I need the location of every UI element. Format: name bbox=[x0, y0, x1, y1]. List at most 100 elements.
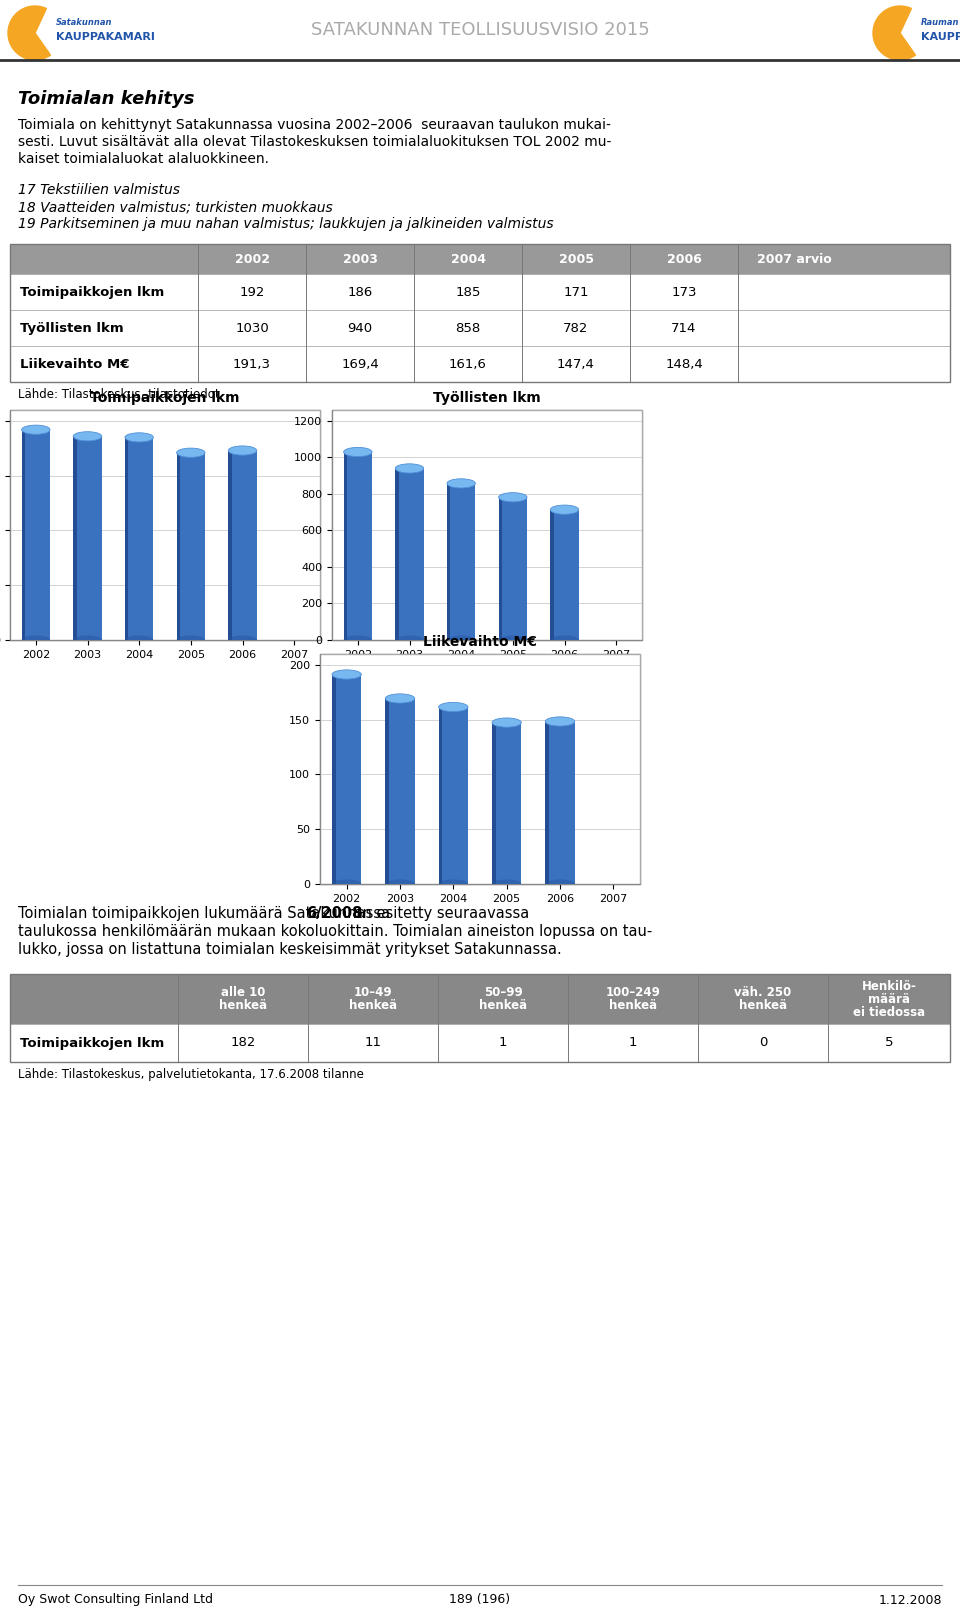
Text: 147,4: 147,4 bbox=[557, 358, 595, 371]
Ellipse shape bbox=[344, 636, 372, 644]
Bar bbox=[22, 430, 25, 641]
Bar bbox=[73, 437, 77, 641]
Text: ei tiedossa: ei tiedossa bbox=[852, 1005, 925, 1018]
Bar bbox=[10, 346, 950, 382]
Text: Työllisten lkm: Työllisten lkm bbox=[20, 322, 124, 335]
Text: 1.12.2008: 1.12.2008 bbox=[878, 1594, 942, 1607]
Text: 192: 192 bbox=[239, 285, 265, 298]
Text: sesti. Luvut sisältävät alla olevat Tilastokeskuksen toimialaluokituksen TOL 200: sesti. Luvut sisältävät alla olevat Tila… bbox=[18, 134, 612, 149]
Bar bbox=[439, 707, 443, 883]
Ellipse shape bbox=[125, 636, 154, 644]
Text: Lähde: Tilastokeskus, palvelutietokanta, 17.6.2008 tilanne: Lähde: Tilastokeskus, palvelutietokanta,… bbox=[18, 1068, 364, 1081]
Ellipse shape bbox=[177, 448, 205, 458]
Text: 18 Vaatteiden valmistus; turkisten muokkaus: 18 Vaatteiden valmistus; turkisten muokk… bbox=[18, 201, 333, 214]
Text: henkeä: henkeä bbox=[348, 998, 397, 1011]
Ellipse shape bbox=[385, 694, 415, 704]
Text: Toimialan kehitys: Toimialan kehitys bbox=[18, 91, 195, 108]
Ellipse shape bbox=[73, 636, 102, 644]
Text: 100–249: 100–249 bbox=[606, 985, 660, 998]
Text: Oy Swot Consulting Finland Ltd: Oy Swot Consulting Finland Ltd bbox=[18, 1594, 213, 1607]
Title: Liikevaihto M€: Liikevaihto M€ bbox=[423, 634, 537, 649]
Bar bbox=[125, 437, 154, 641]
Text: 714: 714 bbox=[671, 322, 697, 335]
Text: 169,4: 169,4 bbox=[341, 358, 379, 371]
Text: 17 Tekstiilien valmistus: 17 Tekstiilien valmistus bbox=[18, 183, 180, 197]
Ellipse shape bbox=[73, 432, 102, 440]
Text: määrä: määrä bbox=[868, 992, 910, 1005]
Text: Satakunnan: Satakunnan bbox=[56, 18, 112, 26]
Ellipse shape bbox=[492, 880, 521, 888]
Text: Henkilö-: Henkilö- bbox=[861, 979, 917, 992]
Bar bbox=[10, 974, 950, 1061]
Text: henkeä: henkeä bbox=[609, 998, 657, 1011]
Text: Toimipaikkojen lkm: Toimipaikkojen lkm bbox=[20, 285, 164, 298]
Bar bbox=[10, 311, 950, 346]
Text: Toimipaikkojen lkm: Toimipaikkojen lkm bbox=[20, 1037, 164, 1050]
Bar bbox=[344, 451, 372, 641]
Ellipse shape bbox=[22, 636, 50, 644]
Text: 50–99: 50–99 bbox=[484, 985, 522, 998]
Bar bbox=[498, 497, 527, 641]
Bar bbox=[332, 675, 361, 883]
Bar bbox=[385, 699, 389, 883]
Ellipse shape bbox=[545, 717, 575, 726]
Text: 189 (196): 189 (196) bbox=[449, 1594, 511, 1607]
Bar bbox=[550, 510, 554, 641]
Bar bbox=[439, 707, 468, 883]
Bar bbox=[228, 450, 256, 641]
Text: 171: 171 bbox=[564, 285, 588, 298]
Text: KAUPPAKAMARI: KAUPPAKAMARI bbox=[56, 32, 155, 42]
Text: 1: 1 bbox=[499, 1037, 507, 1050]
Wedge shape bbox=[873, 6, 916, 60]
Ellipse shape bbox=[492, 718, 521, 726]
Text: kaiset toimialaluokat alaluokkineen.: kaiset toimialaluokat alaluokkineen. bbox=[18, 152, 269, 167]
Bar bbox=[447, 484, 450, 641]
Bar bbox=[73, 437, 102, 641]
Text: 2006: 2006 bbox=[666, 252, 702, 265]
Text: 2007 arvio: 2007 arvio bbox=[756, 252, 831, 265]
Text: 1030: 1030 bbox=[235, 322, 269, 335]
Text: 2003: 2003 bbox=[343, 252, 377, 265]
Text: Toimiala on kehittynyt Satakunnassa vuosina 2002–2006  seuraavan taulukon mukai-: Toimiala on kehittynyt Satakunnassa vuos… bbox=[18, 118, 611, 133]
Ellipse shape bbox=[228, 636, 256, 644]
Bar bbox=[332, 675, 336, 883]
Bar bbox=[10, 244, 950, 273]
Bar bbox=[545, 722, 549, 883]
Text: 10–49: 10–49 bbox=[353, 985, 393, 998]
Text: 782: 782 bbox=[564, 322, 588, 335]
Ellipse shape bbox=[447, 479, 475, 489]
Bar bbox=[396, 469, 398, 641]
Ellipse shape bbox=[344, 448, 372, 456]
Text: taulukossa henkilömäärän mukaan kokoluokittain. Toimialan aineiston lopussa on t: taulukossa henkilömäärän mukaan kokoluok… bbox=[18, 924, 652, 938]
Bar bbox=[22, 430, 50, 641]
Bar bbox=[385, 699, 415, 883]
Text: 19 Parkitseminen ja muu nahan valmistus; laukkujen ja jalkineiden valmistus: 19 Parkitseminen ja muu nahan valmistus;… bbox=[18, 217, 554, 231]
Text: 2005: 2005 bbox=[559, 252, 593, 265]
Bar bbox=[320, 654, 640, 883]
Bar bbox=[177, 453, 205, 641]
Wedge shape bbox=[8, 6, 51, 60]
Text: 173: 173 bbox=[671, 285, 697, 298]
Bar bbox=[10, 273, 950, 311]
Text: SATAKUNNAN TEOLLISUUSVISIO 2015: SATAKUNNAN TEOLLISUUSVISIO 2015 bbox=[311, 21, 649, 39]
Text: KAUPPAKAMARI: KAUPPAKAMARI bbox=[921, 32, 960, 42]
Text: 185: 185 bbox=[455, 285, 481, 298]
Ellipse shape bbox=[498, 492, 527, 502]
Ellipse shape bbox=[125, 432, 154, 442]
Title: Työllisten lkm: Työllisten lkm bbox=[433, 390, 540, 404]
Bar bbox=[396, 469, 423, 641]
Text: Liikevaihto M€: Liikevaihto M€ bbox=[20, 358, 130, 371]
Ellipse shape bbox=[332, 670, 361, 680]
Bar bbox=[344, 451, 347, 641]
Text: 2002: 2002 bbox=[234, 252, 270, 265]
Bar bbox=[498, 497, 502, 641]
Text: 858: 858 bbox=[455, 322, 481, 335]
Text: 940: 940 bbox=[348, 322, 372, 335]
Text: 161,6: 161,6 bbox=[449, 358, 487, 371]
Text: alle 10: alle 10 bbox=[221, 985, 265, 998]
Ellipse shape bbox=[447, 636, 475, 644]
Bar bbox=[492, 723, 521, 883]
Ellipse shape bbox=[439, 880, 468, 888]
Bar bbox=[545, 722, 575, 883]
Text: 191,3: 191,3 bbox=[233, 358, 271, 371]
